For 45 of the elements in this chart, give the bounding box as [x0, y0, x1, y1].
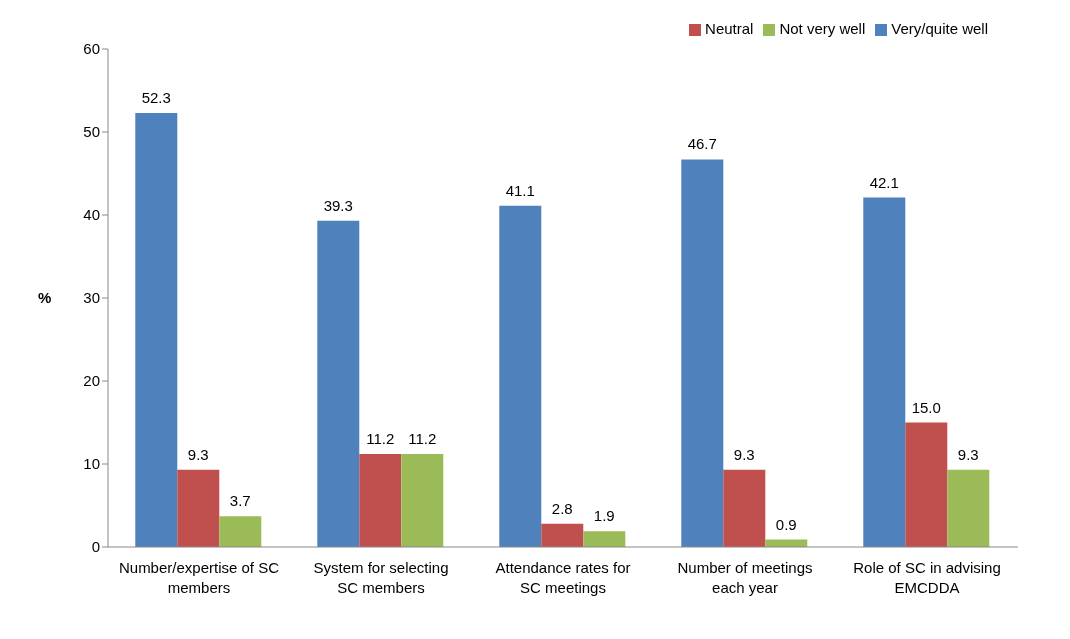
bar: [681, 159, 724, 547]
bar: [135, 112, 178, 547]
bar: [541, 523, 584, 547]
data-label: 52.3: [141, 88, 171, 106]
bar: [947, 469, 990, 547]
y-tick-label: 60: [83, 40, 100, 58]
y-tick-label: 20: [83, 372, 100, 390]
data-label: 46.7: [687, 135, 717, 153]
bar: [499, 205, 542, 547]
bar: [317, 220, 360, 547]
data-label: 1.9: [593, 507, 615, 525]
bar: [359, 454, 402, 547]
x-tick-label: Role of SC in advising EMCDDA: [853, 559, 1001, 596]
y-tick-label: 30: [83, 289, 100, 307]
x-tick-label: Attendance rates for SC meetings: [495, 559, 631, 596]
bar: [863, 197, 906, 547]
data-label: 9.3: [957, 445, 979, 463]
bar: [723, 469, 766, 547]
data-label: 11.2: [408, 430, 437, 448]
data-label: 9.3: [187, 445, 209, 463]
bar: [401, 454, 444, 547]
data-label: 11.2: [366, 430, 395, 448]
data-label: 9.3: [733, 445, 755, 463]
y-tick-label: 0: [91, 538, 100, 556]
data-label: 2.8: [551, 499, 573, 517]
data-label: 39.3: [323, 196, 353, 214]
legend-label: Not very well: [779, 20, 866, 37]
x-tick-label: Number of meetings each year: [677, 559, 813, 596]
legend-label: Neutral: [705, 20, 754, 37]
bar: [177, 469, 220, 547]
x-tick-label: Number/expertise of SC members: [118, 559, 280, 596]
data-label: 41.1: [505, 181, 535, 199]
y-axis-title: %: [38, 289, 52, 307]
bar: [583, 531, 626, 547]
data-label: 42.1: [869, 173, 899, 191]
legend-label: Very/quite well: [891, 20, 988, 37]
bar: [219, 516, 262, 547]
data-label: 15.0: [911, 398, 941, 416]
y-tick-label: 10: [83, 455, 100, 473]
y-tick-label: 50: [83, 123, 100, 141]
data-label: 3.7: [229, 492, 251, 510]
y-tick-label: 40: [83, 206, 100, 224]
x-tick-label: System for selecting SC members: [313, 559, 449, 596]
data-label: 0.9: [775, 515, 797, 533]
bar: [905, 422, 948, 547]
